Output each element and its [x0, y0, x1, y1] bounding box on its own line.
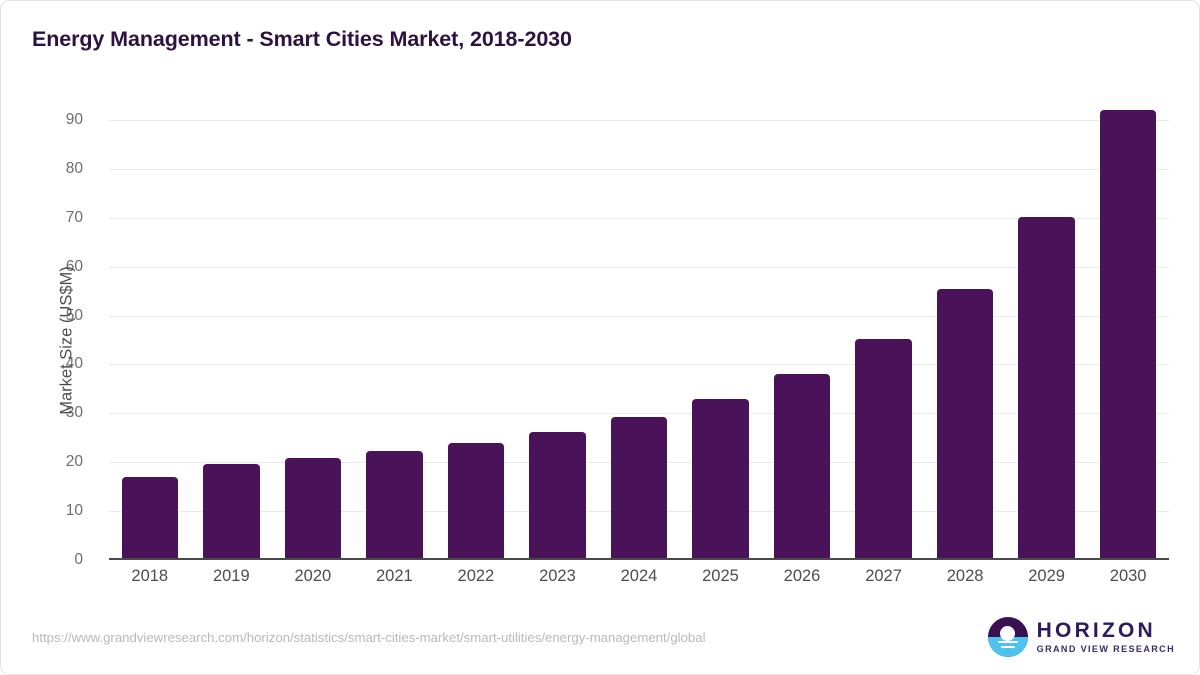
y-tick-60: 60 — [65, 257, 83, 275]
x-tick-2018: 2018 — [131, 567, 169, 585]
bar-2030[interactable] — [1099, 110, 1157, 558]
x-axis-tick-labels: 2018 2019 2020 2021 2022 2023 2024 2025 2026 2027… — [109, 567, 1169, 586]
x-tick-2027: 2027 — [865, 567, 902, 585]
x-tick-2022: 2022 — [457, 567, 495, 585]
bar-slot — [680, 101, 762, 558]
bar-2023[interactable] — [529, 432, 586, 558]
gridline-0 — [109, 560, 1169, 561]
y-tick-10: 10 — [65, 502, 83, 520]
logo-ray-2 — [1000, 646, 1015, 648]
x-tick-2025: 2025 — [702, 567, 739, 585]
bar-2029[interactable] — [1018, 217, 1075, 558]
bar-slot — [517, 101, 599, 558]
bar-slot — [354, 101, 436, 558]
logo-tagline: GRAND VIEW RESEARCH — [1036, 643, 1175, 654]
bar-2026[interactable] — [773, 374, 831, 558]
x-tick-2023: 2023 — [539, 567, 576, 585]
bar-slot — [598, 101, 680, 558]
page-title: Energy Management - Smart Cities Market,… — [32, 27, 572, 51]
y-tick-30: 30 — [65, 404, 83, 422]
gridline-50 — [109, 315, 1169, 317]
y-tick-0: 0 — [74, 551, 83, 568]
bar-slot — [843, 101, 925, 558]
bar-2024[interactable] — [610, 417, 668, 558]
y-axis-tick-labels: 0 10 20 30 40 50 60 70 80 90 — [1, 101, 97, 568]
bar-2020[interactable] — [284, 458, 342, 558]
logo-text: HORIZON GRAND VIEW RESEARCH — [1037, 620, 1175, 654]
brand-logo: HORIZON GRAND VIEW RESEARCH — [987, 617, 1175, 657]
x-tick-2030: 2030 — [1109, 567, 1147, 585]
gridline-80 — [109, 168, 1169, 170]
logo-ray-1 — [997, 641, 1018, 643]
y-axis-title: Market Size (US$M) — [57, 266, 76, 415]
bar-2021[interactable] — [366, 450, 423, 558]
bar-2018[interactable] — [121, 477, 179, 558]
bar-slot — [761, 101, 843, 558]
y-tick-20: 20 — [65, 453, 83, 471]
y-tick-80: 80 — [65, 159, 83, 177]
bar-slot — [272, 101, 354, 558]
bar-slot — [435, 101, 517, 558]
logo-wordmark: HORIZON — [1036, 618, 1156, 642]
y-tick-50: 50 — [65, 306, 83, 324]
bar-2025[interactable] — [692, 399, 749, 558]
y-tick-40: 40 — [65, 355, 83, 373]
gridline-30 — [109, 413, 1169, 415]
plot-area — [109, 101, 1169, 560]
x-axis-line — [109, 558, 1169, 560]
bar-slot — [1087, 101, 1169, 558]
bar-2028[interactable] — [936, 288, 994, 558]
x-tick-2029: 2029 — [1028, 567, 1065, 585]
bar-2019[interactable] — [203, 464, 260, 558]
bar-slot — [1006, 101, 1088, 558]
bar-2022[interactable] — [447, 443, 505, 558]
x-tick-2026: 2026 — [783, 567, 821, 585]
gridline-40 — [109, 364, 1169, 366]
y-tick-90: 90 — [65, 111, 83, 128]
gridline-70 — [109, 217, 1169, 219]
bar-slot — [191, 101, 273, 558]
bar-2027[interactable] — [855, 338, 912, 558]
bar-slot — [924, 101, 1006, 558]
bar-series — [109, 101, 1169, 558]
horizon-sun-icon — [987, 617, 1028, 657]
x-tick-2024: 2024 — [620, 567, 658, 585]
bar-slot — [109, 101, 191, 558]
source-url[interactable]: https://www.grandviewresearch.com/horizo… — [32, 630, 706, 645]
gridline-60 — [109, 266, 1169, 268]
x-tick-2028: 2028 — [946, 567, 984, 585]
gridline-90 — [109, 120, 1169, 121]
x-tick-2020: 2020 — [294, 567, 332, 585]
x-tick-2019: 2019 — [212, 567, 250, 585]
y-tick-70: 70 — [65, 208, 83, 226]
logo-sun-dot — [1000, 626, 1016, 641]
x-tick-2021: 2021 — [376, 567, 413, 585]
